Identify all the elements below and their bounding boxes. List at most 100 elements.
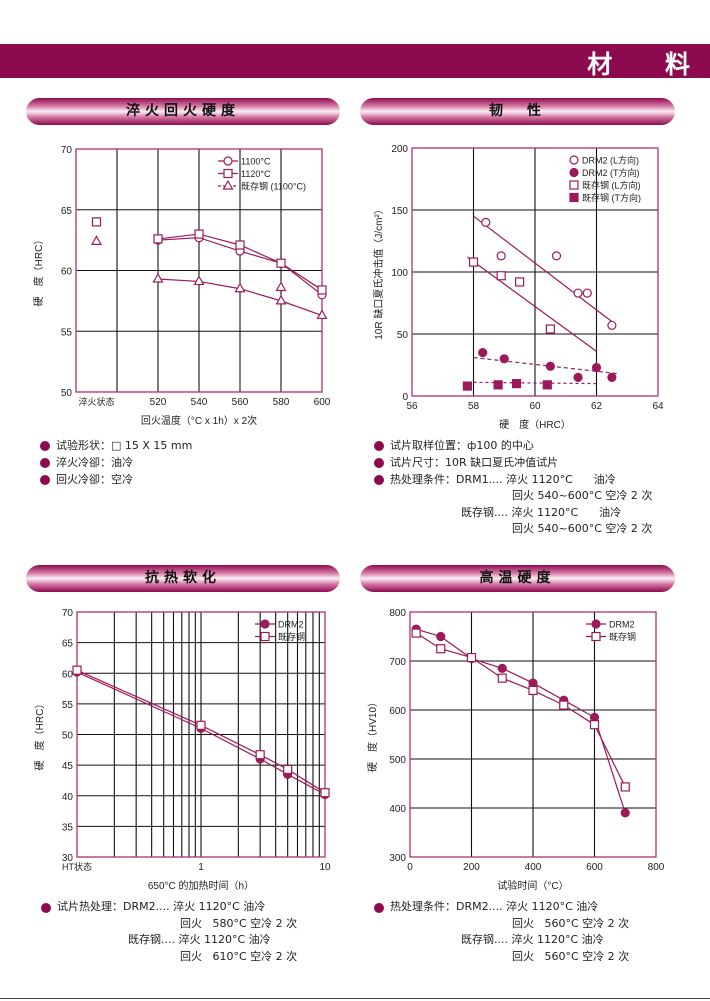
marker-circle	[478, 348, 488, 358]
bullet-icon	[374, 458, 384, 468]
y-tick-label: 150	[391, 206, 408, 217]
note-line: 回火 540~600°C 空冷 2 次	[512, 522, 653, 535]
x-tick-label: 淬火状态	[78, 396, 114, 407]
marker-circle	[223, 156, 233, 166]
marker-square	[235, 240, 245, 250]
legend-label: DRM2 (T方向)	[582, 167, 640, 178]
page-title: 材 料	[587, 50, 710, 79]
legend-label: 既存钢 (T方向)	[582, 192, 641, 203]
marker-square	[72, 665, 82, 675]
series-1	[91, 168, 327, 295]
x-axis-label: 试验时间（°C）	[497, 879, 568, 892]
marker-square	[255, 750, 265, 760]
section-title-quench-temper: 淬火回火硬度	[26, 98, 340, 125]
legend-label: DRM2	[278, 620, 304, 630]
y-tick-label: 65	[62, 639, 74, 650]
y-tick-label: 55	[61, 327, 73, 338]
x-tick-label: 60	[529, 401, 541, 412]
bullet-icon	[374, 441, 384, 451]
marker-square	[411, 628, 421, 638]
footer-divider	[0, 998, 710, 999]
marker-square	[466, 652, 477, 663]
marker-triangle	[90, 235, 103, 245]
x-tick-label: 56	[406, 401, 418, 412]
note-line: 热处理条件：DRM1.... 淬火 1120°C 油冷	[390, 473, 616, 486]
trend-line	[473, 215, 613, 323]
y-tick-label: 50	[61, 388, 73, 399]
marker-circle	[551, 251, 562, 261]
note-line: 回火 560°C 空冷 2 次	[512, 950, 630, 963]
note-line: 回火 560°C 空冷 2 次	[512, 917, 630, 930]
x-axis-label: 硬 度（HRC）	[499, 418, 571, 431]
marker-square	[320, 788, 330, 798]
x-axis-label: 650°C 的加热时间（h）	[148, 879, 254, 892]
y-tick-label: 200	[391, 144, 408, 155]
legend-label: 既存钢	[609, 631, 636, 642]
marker-circle	[620, 808, 630, 818]
y-tick-label: 50	[62, 731, 74, 742]
note-line: 回火 580°C 空冷 2 次	[180, 917, 298, 930]
marker-square	[569, 180, 579, 190]
bullet-icon	[374, 475, 384, 485]
y-tick-label: 45	[62, 761, 74, 772]
note-line: 试片取样位置：ф100 的中心	[390, 439, 534, 452]
x-tick-label: 800	[648, 862, 665, 873]
marker-circle	[497, 663, 507, 673]
y-tick-label: 40	[62, 792, 74, 803]
x-tick-label: 560	[232, 397, 249, 408]
marker-circle	[260, 619, 270, 629]
marker-square	[515, 277, 525, 287]
marker-square	[528, 685, 538, 696]
y-axis-label: 硬 度（HRC）	[32, 235, 45, 307]
marker-circle	[573, 372, 583, 382]
marker-square	[569, 192, 579, 203]
marker-circle	[591, 619, 601, 629]
marker-triangle	[234, 282, 246, 293]
x-tick-label: 600	[314, 397, 331, 408]
series-0	[473, 155, 617, 330]
note-line: 既存钢.... 淬火 1120°C 油冷	[461, 506, 622, 519]
trend-line	[466, 256, 597, 352]
marker-circle	[499, 354, 509, 364]
marker-triangle	[152, 272, 164, 283]
marker-square	[91, 217, 102, 227]
series-2	[466, 180, 597, 352]
legend-label: DRM2	[609, 620, 635, 630]
x-tick-label: 10	[319, 862, 331, 873]
marker-square	[317, 285, 327, 295]
y-axis-label: 硬 度（HRC）	[33, 699, 46, 771]
marker-square	[223, 168, 233, 179]
y-tick-label: 35	[62, 822, 74, 833]
x-tick-label: 1	[198, 862, 204, 873]
marker-circle	[496, 251, 506, 261]
y-tick-label: 500	[389, 755, 406, 766]
y-tick-label: 300	[389, 853, 406, 864]
marker-square	[511, 379, 522, 389]
marker-square	[559, 700, 569, 710]
bullet-icon	[41, 903, 51, 913]
bullet-icon	[374, 903, 384, 913]
x-tick-label: 64	[652, 401, 664, 412]
note-line: 回火 610°C 空冷 2 次	[180, 950, 298, 963]
x-tick-label: 540	[191, 397, 208, 408]
header-bar: 材 料	[0, 44, 710, 79]
legend-label: 既存钢	[278, 631, 305, 642]
y-tick-label: 70	[61, 145, 73, 156]
section-title-hot-hardness: 高温硬度	[360, 565, 675, 592]
marker-square	[493, 380, 503, 390]
series-line	[415, 632, 626, 788]
note-line: 试片尺寸：10R 缺口夏氏冲值试片	[390, 456, 559, 469]
marker-circle	[607, 320, 617, 330]
series-1	[473, 167, 619, 382]
x-tick-label: 62	[591, 401, 603, 412]
marker-circle	[545, 361, 555, 371]
y-tick-label: 600	[389, 706, 406, 717]
note-line: 回火 540~600°C 空冷 2 次	[512, 489, 653, 502]
x-tick-label: HT状态	[62, 861, 92, 872]
marker-square	[436, 644, 446, 654]
marker-circle	[607, 372, 617, 382]
marker-triangle	[275, 281, 287, 292]
series-line	[415, 628, 626, 814]
bullet-icon	[40, 475, 50, 485]
